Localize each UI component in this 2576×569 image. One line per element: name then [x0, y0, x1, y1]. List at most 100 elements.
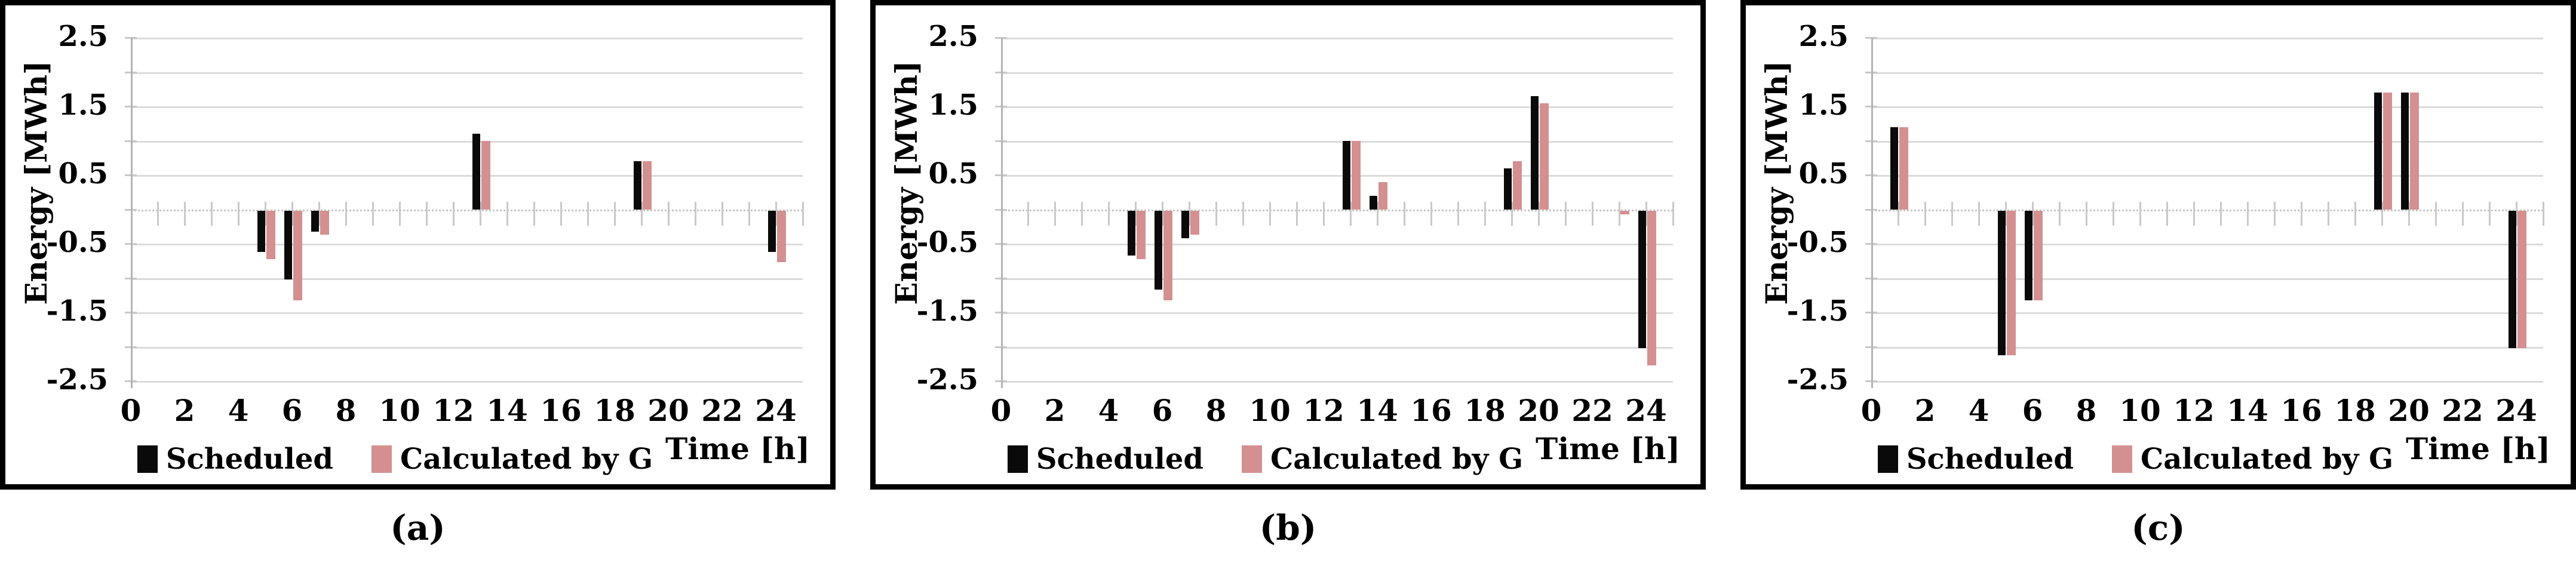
x-tick-label: 0 [990, 393, 1012, 428]
x-axis-tick [399, 201, 401, 226]
x-axis-tick [2139, 201, 2141, 226]
legend-label: Calculated by G [2140, 442, 2394, 476]
legend-label: Scheduled [1036, 442, 1203, 476]
y-tick-label: -2.5 [46, 363, 108, 396]
calculated-bar-h23 [1620, 210, 1629, 214]
x-axis-tick [2328, 201, 2329, 226]
caption-row: (a) (b) (c) [0, 509, 2576, 547]
x-axis-tick [2301, 201, 2302, 226]
x-axis-tick [2381, 201, 2383, 226]
caption-a: (a) [390, 508, 446, 548]
calculated-bar-h1 [1899, 127, 1908, 210]
y-gridline [1001, 140, 1673, 143]
x-axis-tick [1619, 201, 1620, 226]
scheduled-bar-h24 [2509, 210, 2516, 348]
x-axis-tick [2113, 201, 2114, 226]
x-tick-label: 22 [701, 393, 743, 428]
x-axis-tick [802, 201, 804, 226]
x-tick-label: 4 [1098, 393, 1119, 428]
x-axis-tick [265, 201, 266, 226]
x-axis-tick [2462, 201, 2464, 226]
x-axis-tick [668, 201, 670, 226]
x-axis-tick [2274, 201, 2276, 226]
x-axis-tick [1645, 201, 1647, 226]
x-axis-tick [211, 201, 213, 226]
legend-item-calculated: Calculated by G [371, 444, 653, 475]
x-axis-tick [1377, 201, 1378, 226]
x-tick-label: 18 [1464, 393, 1506, 428]
x-tick-label: 10 [379, 393, 420, 428]
x-axis-tick [1565, 201, 1567, 226]
calculated-swatch-icon [1241, 445, 1262, 473]
calculated-bar-h5 [2007, 210, 2016, 355]
y-gridline [1001, 312, 1673, 314]
y-gridline [1001, 381, 1673, 383]
calculated-bar-h7 [320, 210, 329, 235]
x-axis-tick [2166, 201, 2168, 226]
x-axis-tick [2247, 201, 2249, 226]
y-gridline [131, 140, 803, 143]
x-tick-label: 4 [228, 393, 249, 428]
x-axis-tick [587, 201, 589, 226]
x-tick-label: 6 [2022, 393, 2043, 428]
y-tick-label: 0.5 [58, 157, 108, 190]
x-tick-label: 14 [2227, 393, 2268, 428]
y-axis-line [131, 38, 133, 388]
y-axis-title: Energy [MWh] [1759, 60, 1794, 305]
y-tick-label: 1.5 [928, 88, 978, 122]
y-gridline [1871, 72, 2543, 74]
x-axis-tick [2516, 201, 2517, 226]
chart-panels-row: 2.5 1.5 0.5 -0.5 -1.5 -2.5 0 2 4 6 8 10 12 14 16 18 20 22… [0, 0, 2576, 490]
y-tick-label: 2.5 [58, 20, 108, 53]
x-axis-tick [614, 201, 616, 226]
x-axis-tick [1924, 201, 1926, 226]
x-tick-label: 8 [335, 393, 357, 428]
scheduled-bar-h24 [768, 210, 776, 252]
x-axis-tick [1296, 201, 1298, 226]
x-axis-tick [1054, 201, 1056, 226]
scheduled-bar-h7 [311, 210, 319, 232]
x-axis-tick [1404, 201, 1405, 226]
x-axis-tick [1592, 201, 1594, 226]
calculated-bar-h5 [1137, 210, 1146, 259]
scheduled-bar-h24 [1638, 210, 1646, 348]
x-tick-label: 0 [1860, 393, 1882, 428]
calculated-bar-h14 [1378, 182, 1387, 210]
x-axis-tick [1189, 201, 1190, 226]
x-axis-tick [426, 201, 428, 226]
scheduled-bar-h19 [1504, 168, 1512, 210]
caption-b: (b) [1259, 508, 1317, 548]
x-axis-tick [2005, 201, 2007, 226]
calculated-bar-h6 [1163, 210, 1172, 300]
legend: Scheduled Calculated by G [1871, 444, 2400, 475]
x-axis-tick [1457, 201, 1459, 226]
x-tick-label: 6 [281, 393, 303, 428]
calculated-bar-h13 [481, 140, 490, 210]
y-gridline [131, 381, 803, 383]
x-axis-tick [1484, 201, 1486, 226]
calculated-bar-h6 [2034, 210, 2043, 300]
x-axis-tick [1350, 201, 1352, 226]
x-axis-tick [2435, 201, 2437, 226]
x-tick-label: 8 [2075, 393, 2097, 428]
zero-axis-line [131, 209, 803, 211]
y-gridline [131, 106, 803, 108]
calculated-bar-h24 [1647, 210, 1656, 365]
x-tick-label: 24 [755, 393, 797, 428]
y-gridline [1871, 244, 2543, 245]
y-gridline [131, 312, 803, 314]
x-axis-tick [1081, 201, 1083, 226]
x-axis-tick [2059, 201, 2061, 226]
scheduled-bar-h13 [1343, 140, 1350, 210]
y-tick-label: 1.5 [58, 88, 108, 122]
x-axis-title: Time [h] [665, 431, 810, 466]
legend-item-scheduled: Scheduled [1877, 444, 2074, 475]
chart-panel-a: 2.5 1.5 0.5 -0.5 -1.5 -2.5 0 2 4 6 8 10 12 14 16 18 20 22… [0, 0, 836, 490]
y-tick-label: 1.5 [1798, 88, 1849, 122]
y-axis-title: Energy [MWh] [889, 60, 924, 305]
calculated-bar-h19 [643, 161, 652, 210]
x-tick-label: 22 [2442, 393, 2483, 428]
x-axis-tick [291, 201, 293, 226]
legend-label: Calculated by G [1270, 442, 1524, 476]
x-tick-label: 24 [2495, 393, 2537, 428]
